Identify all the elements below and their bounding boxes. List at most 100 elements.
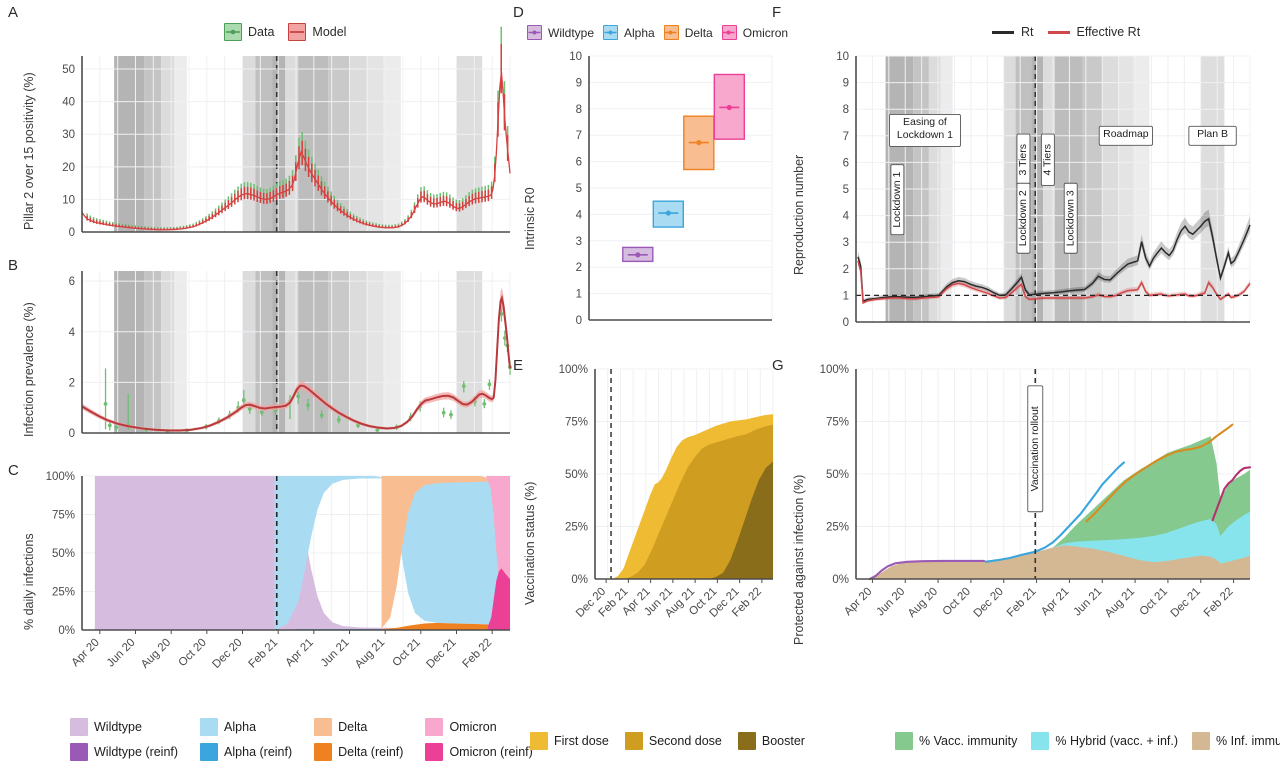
y-tick-label: 2 (576, 262, 582, 274)
panel-f: F Rt Effective Rt Reproduction number Lo… (770, 0, 1280, 355)
x-tick-label: Jun 21 (319, 637, 352, 670)
npi-band (383, 271, 401, 433)
variant-legend-label: Delta (338, 720, 368, 734)
y-tick-label: 2 (843, 264, 849, 276)
x-tick-label: Aug 20 (906, 586, 940, 620)
omicron-swatch-icon (721, 25, 737, 40)
vaccination-legend-label: Booster (761, 734, 805, 748)
immunity-swatch-icon (1031, 732, 1050, 750)
npi-band (161, 56, 175, 232)
npi-band (144, 56, 162, 232)
x-tick-label: Jun 20 (105, 637, 138, 670)
y-tick-label: 50 (62, 64, 75, 76)
annotation-label: Easing of (903, 116, 947, 128)
y-tick-label: 0% (832, 574, 849, 586)
legend-label-effective-rt: Effective Rt (1076, 25, 1141, 39)
y-tick-label: 25% (52, 587, 75, 599)
npi-band (174, 56, 187, 232)
y-tick-label: 9 (576, 77, 582, 89)
data-point (449, 412, 453, 417)
annotation-roadmap: Roadmap (1098, 125, 1153, 146)
immunity-legend-label: % Hybrid (vacc. + inf.) (1055, 734, 1179, 748)
variant-legend-item: Alpha (reinf) (200, 743, 292, 761)
data-point (461, 384, 466, 389)
annotation-label: Lockdown 1 (897, 129, 953, 141)
immunity-legend-item: % Vacc. immunity (895, 732, 1017, 750)
variant-legend-item: Omicron (425, 718, 532, 736)
immunity-band-inf (869, 545, 1250, 579)
y-tick-label: 5 (576, 183, 582, 195)
legend-label-alpha: Alpha (624, 25, 655, 40)
variant-swatch-icon (70, 718, 88, 736)
annotation-label: Lockdown 2 (1017, 190, 1029, 246)
data-point (499, 312, 504, 316)
npi-band (272, 56, 286, 232)
annotation-box (1188, 125, 1237, 146)
rt-line-effective-rt (857, 260, 1251, 304)
annotation-box (888, 114, 961, 147)
variant-swatch-icon (200, 743, 219, 761)
y-tick-label: 0 (69, 428, 75, 440)
panel-a-ylabel: Pillar 2 over 15 positivity (%) (22, 72, 36, 230)
y-tick-label: 4 (843, 211, 850, 223)
panel-g-letter: G (772, 357, 784, 374)
y-tick-label: 1 (576, 289, 582, 301)
y-tick-label: 0 (576, 315, 582, 327)
npi-band (328, 271, 350, 433)
immunity-legend-item: % Inf. immunity (1192, 732, 1280, 750)
variant-swatch-icon (314, 743, 333, 761)
annotation-label: Lockdown 1 (891, 171, 903, 227)
data-point (114, 425, 119, 430)
variant-legend-label: Omicron (449, 720, 497, 734)
y-tick-label: 3 (576, 236, 582, 248)
variant-legend-label: Wildtype (94, 720, 142, 734)
y-tick-label: 100% (46, 471, 75, 483)
annotation-label: Roadmap (1103, 128, 1149, 140)
panel-c: C % daily infections 0% 25% 50% 75% 100% Apr … (0, 460, 520, 705)
y-tick-label: 25% (826, 522, 849, 534)
y-tick-label: 100% (559, 364, 588, 376)
legend-item-model: Model (288, 23, 346, 41)
variant-legend-item: Delta (314, 718, 403, 736)
npi-band (349, 56, 367, 232)
variant-legend-item: Omicron (reinf) (425, 743, 533, 761)
y-tick-label: 6 (843, 157, 849, 169)
omicron-line (1211, 466, 1252, 522)
y-tick-label: 75% (52, 510, 75, 522)
panel-b-ylabel: Infection prevalence (%) (22, 302, 36, 437)
annotation-label: Lockdown 3 (1065, 190, 1077, 246)
x-tick-label: Jun 21 (1071, 586, 1104, 619)
variant-legend-label: Alpha (224, 720, 257, 734)
npi-band (298, 271, 329, 433)
npi-band (114, 271, 145, 433)
annotation-box (1063, 182, 1078, 254)
panel-e-ylabel: Vaccination status (%) (523, 481, 537, 605)
y-tick-label: 4 (576, 209, 583, 221)
x-tick-label: Oct 20 (941, 586, 973, 618)
x-tick-label: Feb 21 (1005, 586, 1039, 620)
legend-label-delta: Delta (684, 25, 713, 40)
npi-band (366, 56, 384, 232)
vaccination-legend-item: Booster (737, 732, 805, 750)
npi-band (328, 56, 350, 232)
legend-item-data: Data (224, 23, 274, 41)
x-tick-label: Dec 20 (972, 586, 1006, 620)
panel-a-letter: A (8, 4, 19, 21)
x-tick-label: Dec 21 (1169, 586, 1203, 620)
vaccination-swatch-icon (737, 732, 756, 750)
vacc-band-booster (708, 461, 773, 579)
legend-item-delta: Delta (663, 25, 713, 40)
x-tick-label: Aug 20 (139, 637, 173, 671)
npi-band (285, 56, 299, 232)
panel-c-ylabel: % daily infections (22, 533, 36, 630)
effective-rt-line-icon (1047, 30, 1070, 34)
data-point (296, 394, 301, 399)
annotation-box (890, 164, 905, 236)
data-swatch-icon (224, 23, 242, 41)
x-tick-label: Aug 21 (1103, 586, 1137, 620)
x-tick-label: Feb 22 (460, 637, 494, 671)
x-tick-label: Dec 21 (424, 637, 458, 671)
